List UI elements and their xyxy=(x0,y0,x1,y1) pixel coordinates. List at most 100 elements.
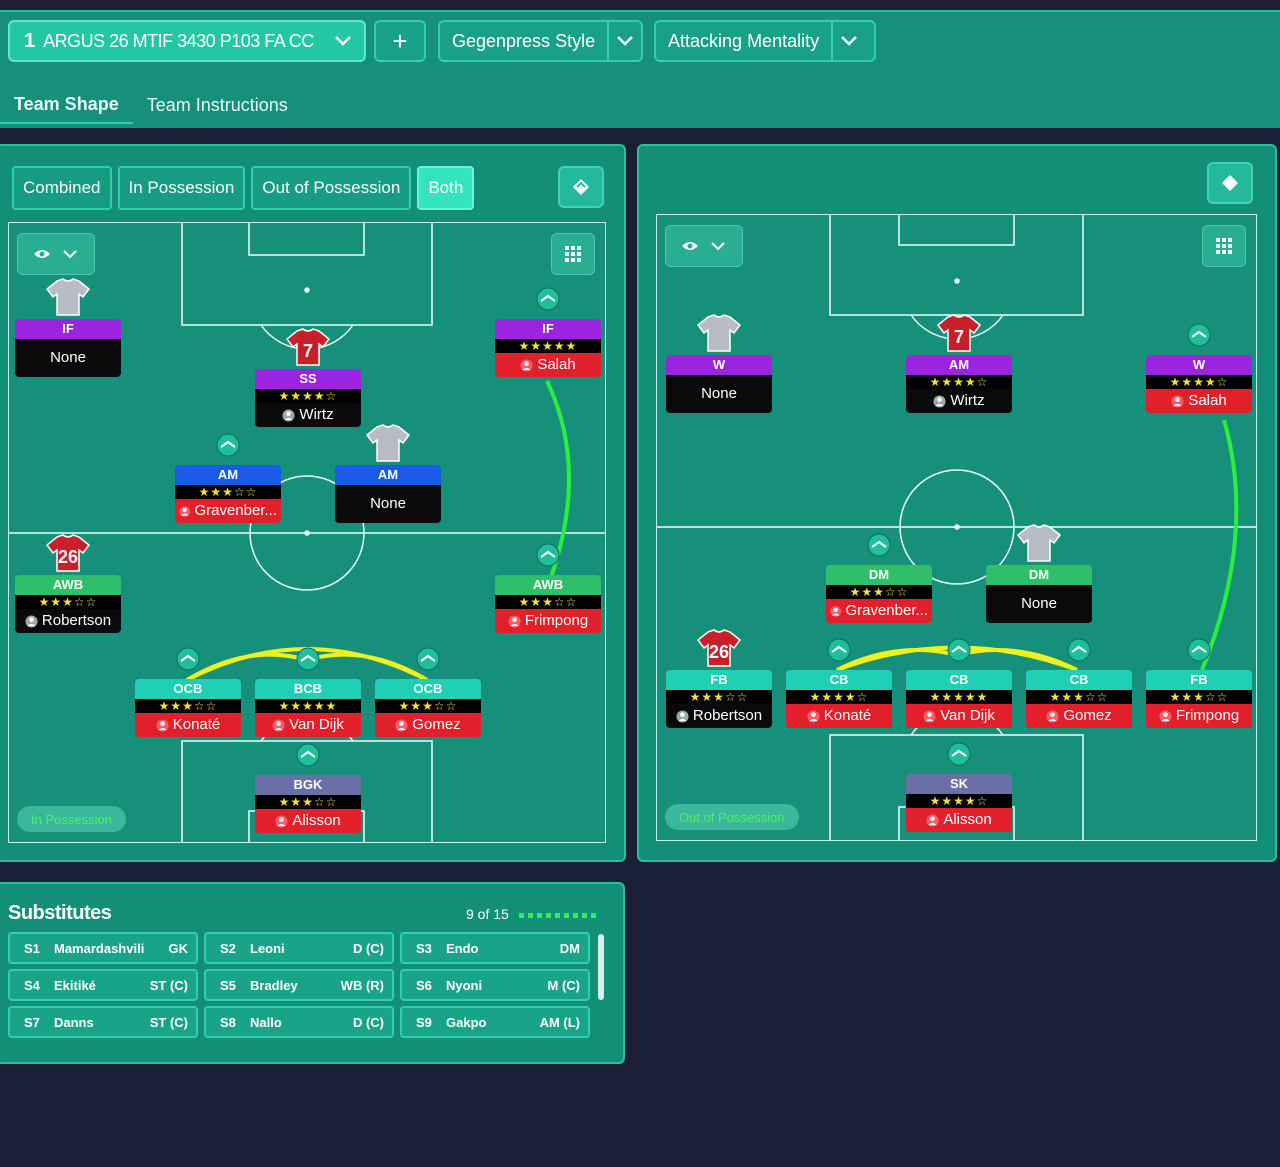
person-icon xyxy=(933,394,946,408)
visibility-toggle[interactable] xyxy=(17,233,95,275)
player-shirt-icon: 26 xyxy=(694,628,744,668)
player-shirt-icon: 7 xyxy=(283,327,333,367)
style-suffix: Style xyxy=(555,30,596,51)
grid-button[interactable] xyxy=(1202,225,1246,267)
role-label: AWB xyxy=(15,575,121,595)
role-label: FB xyxy=(1146,670,1252,690)
player-name: Salah xyxy=(1146,389,1252,413)
rating-stars: ★★★★☆ xyxy=(786,690,892,704)
substitute-slot[interactable]: S5 Bradley WB (R) xyxy=(204,969,394,1001)
role-label: CB xyxy=(1026,670,1132,690)
svg-text:26: 26 xyxy=(709,642,729,662)
in-poss-player-card[interactable]: IF ★★★★★ Salah xyxy=(495,287,601,377)
in-poss-player-card[interactable]: AM None xyxy=(335,424,441,523)
person-icon xyxy=(282,408,295,422)
diamond-button[interactable] xyxy=(558,166,604,208)
player-name: None xyxy=(335,485,441,523)
sub-position: WB (R) xyxy=(340,977,384,993)
role-label: OCB xyxy=(375,679,481,699)
player-shirt-icon xyxy=(934,628,984,668)
empty-shirt-icon xyxy=(1014,523,1064,563)
substitute-slot[interactable]: S9 Gakpo AM (L) xyxy=(400,1006,590,1038)
toggle-both[interactable]: Both xyxy=(417,166,475,210)
role-label: DM xyxy=(986,565,1092,585)
role-label: CB xyxy=(906,670,1012,690)
in-poss-player-card[interactable]: 26 AWB ★★★☆☆ Robertson xyxy=(15,534,121,633)
in-poss-player-card[interactable]: BCB ★★★★★ Van Dijk xyxy=(255,647,361,737)
out-poss-player-card[interactable]: CB ★★★★☆ Konaté xyxy=(786,638,892,728)
in-poss-player-card[interactable]: 7 SS ★★★★☆ Wirtz xyxy=(255,328,361,427)
player-name: Robertson xyxy=(666,704,772,728)
player-shirt-icon xyxy=(203,423,253,463)
in-poss-player-card[interactable]: AWB ★★★☆☆ Frimpong xyxy=(495,543,601,633)
role-label: OCB xyxy=(135,679,241,699)
substitute-slot[interactable]: S3 Endo DM xyxy=(400,932,590,964)
in-poss-player-card[interactable]: BGK ★★★☆☆ Alisson xyxy=(255,743,361,833)
grid-button[interactable] xyxy=(551,233,595,275)
sub-position: M (C) xyxy=(547,977,581,993)
rating-stars: ★★★☆☆ xyxy=(15,595,121,609)
in-poss-player-card[interactable]: OCB ★★★☆☆ Konaté xyxy=(135,647,241,737)
person-icon xyxy=(25,614,38,628)
substitute-slot[interactable]: S7 Danns ST (C) xyxy=(8,1006,198,1038)
rating-stars: ★★★★★ xyxy=(495,339,601,353)
person-icon xyxy=(520,358,533,372)
svg-text:7: 7 xyxy=(303,341,313,361)
role-label: W xyxy=(1146,355,1252,375)
diamond-button[interactable] xyxy=(1207,162,1253,204)
scrollbar[interactable] xyxy=(598,934,604,1000)
player-shirt-icon xyxy=(1054,628,1104,668)
player-name: Frimpong xyxy=(1146,704,1252,728)
substitute-slot[interactable]: S6 Nyoni M (C) xyxy=(400,969,590,1001)
chevron-down-icon xyxy=(63,250,77,259)
player-shirt-icon xyxy=(403,637,453,677)
in-poss-player-card[interactable]: AM ★★★☆☆ Gravenber... xyxy=(175,433,281,523)
rating-stars: ★★★☆☆ xyxy=(495,595,601,609)
rating-stars: ★★★☆☆ xyxy=(375,699,481,713)
sub-number: S8 xyxy=(220,1014,236,1030)
player-shirt-icon: 7 xyxy=(934,313,984,353)
player-name: Konaté xyxy=(135,713,241,737)
out-poss-player-card[interactable]: W ★★★★☆ Salah xyxy=(1146,323,1252,413)
substitute-slot[interactable]: S2 Leoni D (C) xyxy=(204,932,394,964)
visibility-toggle[interactable] xyxy=(665,225,743,267)
out-poss-player-card[interactable]: DM None xyxy=(986,524,1092,623)
substitute-slot[interactable]: S4 Ekitiké ST (C) xyxy=(8,969,198,1001)
player-name: None xyxy=(666,375,772,413)
tab-team-instructions[interactable]: Team Instructions xyxy=(146,94,288,115)
style-dropdown[interactable]: Gegenpress Style xyxy=(438,20,643,62)
out-poss-player-card[interactable]: DM ★★★☆☆ Gravenber... xyxy=(826,533,932,623)
out-poss-player-card[interactable]: FB ★★★☆☆ Frimpong xyxy=(1146,638,1252,728)
player-shirt-icon xyxy=(934,732,984,772)
out-poss-player-card[interactable]: 26 FB ★★★☆☆ Robertson xyxy=(666,629,772,728)
substitute-slot[interactable]: S1 Mamardashvili GK xyxy=(8,932,198,964)
person-icon xyxy=(156,718,169,732)
substitute-slot[interactable]: S8 Nallo D (C) xyxy=(204,1006,394,1038)
in-poss-player-card[interactable]: OCB ★★★☆☆ Gomez xyxy=(375,647,481,737)
person-icon xyxy=(1046,709,1059,723)
person-icon xyxy=(1171,394,1184,408)
player-name: Gomez xyxy=(375,713,481,737)
eye-icon xyxy=(682,242,698,250)
toggle-combined[interactable]: Combined xyxy=(12,166,112,210)
player-name: Robertson xyxy=(15,609,121,633)
in-poss-player-card[interactable]: IF None xyxy=(15,278,121,377)
out-poss-player-card[interactable]: CB ★★★★★ Van Dijk xyxy=(906,638,1012,728)
sub-name: Mamardashvili xyxy=(54,940,145,956)
out-poss-player-card[interactable]: W None xyxy=(666,314,772,413)
mentality-dropdown[interactable]: Attacking Mentality xyxy=(654,20,876,62)
empty-shirt-icon xyxy=(694,313,744,353)
role-label: AM xyxy=(175,465,281,485)
role-label: BCB xyxy=(255,679,361,699)
toggle-in-possession[interactable]: In Possession xyxy=(117,166,246,210)
role-label: AWB xyxy=(495,575,601,595)
out-poss-player-card[interactable]: CB ★★★☆☆ Gomez xyxy=(1026,638,1132,728)
role-label: SK xyxy=(906,774,1012,794)
sub-position: D (C) xyxy=(352,1014,384,1030)
out-poss-player-card[interactable]: 7 AM ★★★★☆ Wirtz xyxy=(906,314,1012,413)
tab-team-shape[interactable]: Team Shape xyxy=(0,82,133,124)
tactic-selector[interactable]: 1 ARGUS 26 MTIF 3430 P103 FA CC xyxy=(8,20,366,62)
out-poss-player-card[interactable]: SK ★★★★☆ Alisson xyxy=(906,742,1012,832)
toggle-out-of-possession[interactable]: Out of Possession xyxy=(251,166,412,210)
add-tactic-button[interactable]: + xyxy=(374,20,426,62)
